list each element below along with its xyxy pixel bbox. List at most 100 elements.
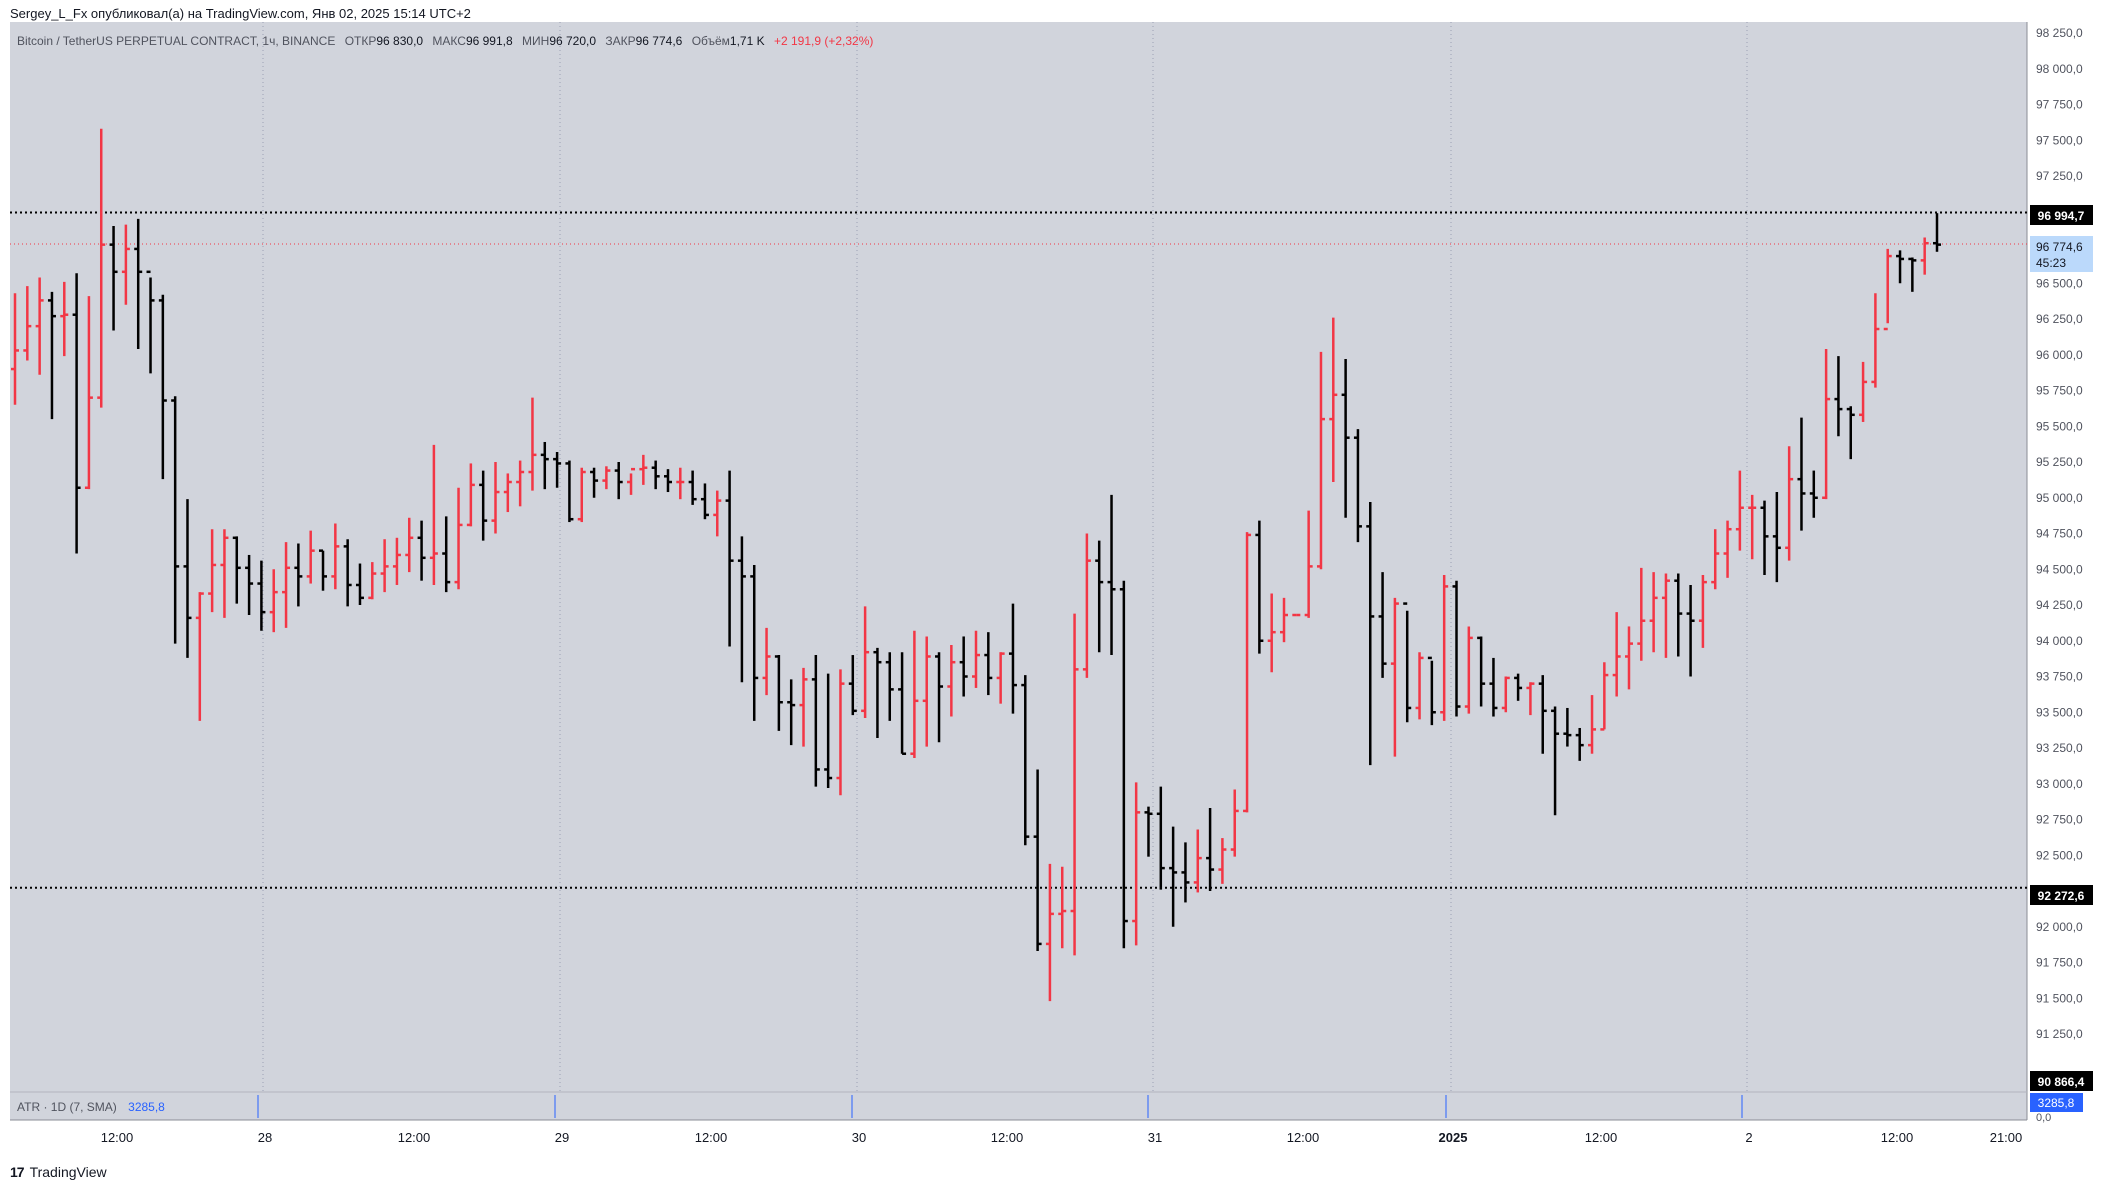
ohlc-bar[interactable] — [996, 652, 1005, 704]
ohlc-bar[interactable] — [799, 667, 808, 747]
ohlc-bar[interactable] — [1316, 351, 1325, 570]
ohlc-bar[interactable] — [429, 444, 438, 585]
ohlc-bar[interactable] — [1600, 662, 1609, 731]
ohlc-bar[interactable] — [11, 293, 19, 405]
ohlc-bar[interactable] — [737, 536, 746, 683]
ohlc-bar[interactable] — [1230, 789, 1239, 857]
ohlc-bar[interactable] — [245, 554, 254, 616]
ohlc-bar[interactable] — [47, 291, 56, 420]
ohlc-bar[interactable] — [35, 277, 44, 375]
ohlc-bar[interactable] — [1304, 510, 1313, 618]
ohlc-bar[interactable] — [873, 647, 882, 738]
ohlc-bar[interactable] — [540, 441, 549, 490]
ohlc-bar[interactable] — [1772, 492, 1781, 583]
ohlc-bar[interactable] — [885, 652, 894, 721]
ohlc-bar[interactable] — [713, 490, 722, 537]
ohlc-bar[interactable] — [1822, 349, 1831, 500]
ohlc-bar[interactable] — [1760, 500, 1769, 575]
ohlc-bar[interactable] — [700, 483, 709, 520]
ohlc-bar[interactable] — [1440, 574, 1449, 721]
ohlc-bar[interactable] — [590, 467, 599, 498]
ohlc-bar[interactable] — [651, 460, 660, 490]
ohlc-bar[interactable] — [1021, 675, 1030, 846]
ohlc-bar[interactable] — [1329, 317, 1338, 483]
ohlc-bar[interactable] — [1637, 567, 1646, 661]
ohlc-bar[interactable] — [121, 224, 130, 305]
ohlc-bar[interactable] — [1341, 359, 1350, 518]
ohlc-bar[interactable] — [1501, 676, 1510, 713]
ohlc-bar[interactable] — [1193, 829, 1202, 893]
ohlc-bar[interactable] — [553, 451, 562, 488]
ohlc-bar[interactable] — [1661, 573, 1670, 658]
ohlc-bar[interactable] — [1045, 863, 1054, 1002]
ohlc-bar[interactable] — [380, 539, 389, 593]
ohlc-bar[interactable] — [972, 630, 980, 688]
ohlc-bar[interactable] — [1514, 673, 1523, 701]
ohlc-bar[interactable] — [97, 128, 106, 408]
ohlc-bar[interactable] — [824, 673, 833, 789]
ohlc-bar[interactable] — [614, 462, 623, 500]
ohlc-bar[interactable] — [1107, 494, 1116, 656]
ohlc-bar[interactable] — [331, 523, 340, 590]
ohlc-bar[interactable] — [503, 473, 512, 513]
ohlc-bar[interactable] — [516, 460, 525, 507]
ohlc-bar[interactable] — [922, 636, 931, 747]
ohlc-bar[interactable] — [1538, 675, 1547, 754]
ohlc-bar[interactable] — [984, 632, 993, 696]
ohlc-bar[interactable] — [1526, 682, 1535, 716]
ohlc-bar[interactable] — [343, 539, 352, 607]
ohlc-bar[interactable] — [1551, 706, 1560, 816]
ohlc-bar[interactable] — [208, 529, 217, 613]
ohlc-bar[interactable] — [306, 530, 315, 584]
ohlc-bar[interactable] — [577, 467, 586, 523]
ohlc-bar[interactable] — [1156, 786, 1165, 890]
ohlc-bar[interactable] — [663, 469, 672, 493]
ohlc-bar[interactable] — [1403, 602, 1412, 723]
ohlc-bar[interactable] — [355, 563, 364, 605]
ohlc-bar[interactable] — [528, 397, 537, 491]
ohlc-bar[interactable] — [639, 454, 648, 485]
ohlc-bar[interactable] — [158, 294, 167, 480]
ohlc-bar[interactable] — [368, 562, 377, 600]
ohlc-bar[interactable] — [1588, 695, 1597, 754]
ohlc-bar[interactable] — [1452, 580, 1461, 717]
ohlc-bar[interactable] — [171, 396, 180, 644]
ohlc-bar[interactable] — [910, 630, 919, 759]
ohlc-bar[interactable] — [1846, 406, 1855, 460]
ohlc-bar[interactable] — [935, 652, 944, 743]
tradingview-logo[interactable]: 17 TradingView — [10, 1164, 107, 1180]
ohlc-bar[interactable] — [750, 564, 759, 721]
ohlc-bar[interactable] — [1735, 470, 1744, 551]
ohlc-bar[interactable] — [1169, 826, 1178, 927]
ohlc-bar[interactable] — [1132, 782, 1141, 946]
ohlc-bar[interactable] — [1353, 429, 1362, 543]
ohlc-bar[interactable] — [1896, 250, 1905, 284]
ohlc-bar[interactable] — [282, 542, 291, 628]
ohlc-bar[interactable] — [1119, 580, 1128, 949]
ohlc-bar[interactable] — [1206, 808, 1215, 891]
ohlc-bar[interactable] — [1908, 257, 1917, 292]
ohlc-bar[interactable] — [442, 516, 451, 593]
ohlc-bar[interactable] — [146, 270, 155, 374]
horizontal-levels[interactable] — [10, 211, 2027, 889]
ohlc-bar[interactable] — [1181, 842, 1190, 903]
ohlc-bar[interactable] — [72, 273, 81, 554]
ohlc-bar[interactable] — [134, 218, 143, 350]
ohlc-bar[interactable] — [1575, 727, 1584, 761]
ohlc-bar[interactable] — [1255, 520, 1264, 654]
ohlc-bar[interactable] — [1366, 502, 1375, 766]
ohlc-bar[interactable] — [257, 560, 266, 631]
ohlc-bar[interactable] — [811, 655, 820, 787]
ohlc-bar[interactable] — [1033, 769, 1042, 952]
ohlc-bar[interactable] — [232, 536, 241, 604]
ohlc-bar[interactable] — [84, 296, 93, 490]
ohlc-bar[interactable] — [565, 460, 574, 523]
ohlc-bar[interactable] — [454, 487, 463, 590]
ohlc-bar[interactable] — [23, 286, 32, 361]
ohlc-bar[interactable] — [109, 226, 118, 331]
ohlc-bar[interactable] — [725, 470, 734, 647]
ohlc-bar[interactable] — [220, 529, 229, 618]
ohlc-bar[interactable] — [676, 467, 685, 500]
ohlc-bar[interactable] — [947, 645, 956, 717]
